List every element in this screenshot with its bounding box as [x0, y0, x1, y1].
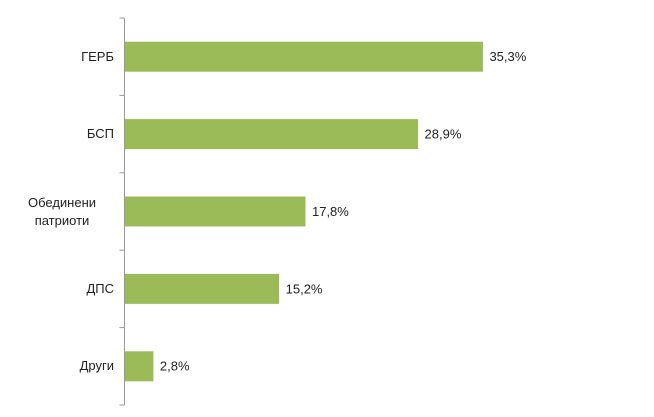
data-label: 35,3%	[489, 49, 526, 64]
bar	[125, 119, 419, 150]
data-label: 2,8%	[160, 359, 190, 374]
bar	[125, 351, 154, 382]
data-label: 28,9%	[425, 127, 462, 142]
category-label: ГЕРБ	[81, 48, 114, 64]
category-label: Други	[79, 358, 114, 374]
bar	[125, 273, 280, 304]
category-label: ДПС	[86, 280, 114, 296]
bar	[125, 196, 306, 227]
bar	[125, 41, 483, 72]
data-label: 15,2%	[286, 281, 323, 296]
data-label: 17,8%	[312, 204, 349, 219]
category-label: Обединени патриоти	[27, 194, 97, 228]
category-label: БСП	[86, 126, 114, 142]
